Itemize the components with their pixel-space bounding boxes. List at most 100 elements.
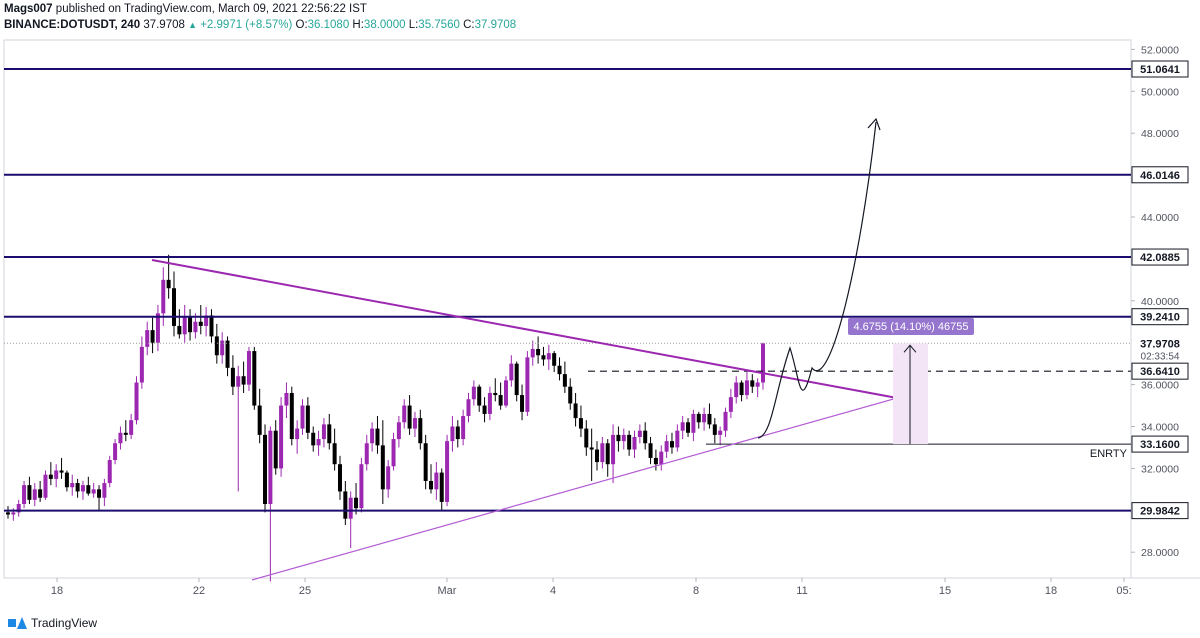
candle-body[interactable] (712, 424, 717, 435)
candle-body[interactable] (155, 313, 160, 343)
candle-body[interactable] (509, 363, 514, 381)
candle-body[interactable] (139, 346, 144, 383)
candle-body[interactable] (209, 315, 214, 337)
candle-body[interactable] (734, 382, 739, 398)
candle-body[interactable] (220, 340, 225, 356)
candle-body[interactable] (391, 439, 396, 467)
candle-body[interactable] (22, 485, 27, 505)
candle-body[interactable] (91, 489, 96, 494)
candle-body[interactable] (354, 497, 359, 509)
candle-body[interactable] (225, 340, 230, 368)
projected-path[interactable] (757, 121, 877, 439)
candle-body[interactable] (321, 424, 326, 440)
candle-body[interactable] (273, 430, 278, 469)
candle-body[interactable] (6, 512, 10, 515)
lower-trendline[interactable] (251, 397, 898, 581)
candle-body[interactable] (364, 443, 369, 465)
candle-body[interactable] (514, 363, 519, 396)
candle-body[interactable] (171, 288, 176, 326)
price-chart[interactable]: 51.0641 46.0146 42.0885 39.2410 36.6410 ENRTY… (0, 36, 1200, 612)
candle-body[interactable] (461, 416, 466, 440)
candle-body[interactable] (407, 405, 412, 429)
candle-body[interactable] (102, 483, 107, 498)
candle-body[interactable] (246, 351, 251, 385)
candle-body[interactable] (536, 348, 541, 356)
candle-body[interactable] (493, 392, 498, 396)
candle-body[interactable] (412, 418, 417, 429)
candle-body[interactable] (359, 464, 364, 509)
candle-body[interactable] (268, 430, 273, 505)
candle-body[interactable] (541, 355, 546, 360)
candle-body[interactable] (145, 330, 150, 347)
candle-body[interactable] (487, 392, 492, 414)
candle-body[interactable] (648, 443, 653, 458)
candle-body[interactable] (664, 441, 669, 452)
candle-body[interactable] (134, 382, 139, 421)
candle-body[interactable] (466, 399, 471, 417)
candle-body[interactable] (573, 403, 578, 419)
candle-body[interactable] (188, 317, 193, 333)
candle-body[interactable] (59, 470, 64, 473)
candle-body[interactable] (402, 405, 407, 423)
candle-body[interactable] (503, 380, 508, 406)
candle-body[interactable] (680, 422, 685, 431)
candle-body[interactable] (316, 439, 321, 446)
candle-body[interactable] (568, 386, 573, 404)
candle-body[interactable] (750, 380, 755, 387)
candle-body[interactable] (113, 443, 118, 461)
candle-body[interactable] (284, 392, 289, 406)
candle-body[interactable] (396, 422, 401, 440)
candle-body[interactable] (611, 434, 616, 465)
candle-body[interactable] (236, 376, 241, 387)
candle-body[interactable] (450, 426, 455, 442)
candle-body[interactable] (54, 470, 59, 479)
candle-body[interactable] (300, 405, 305, 429)
candle-body[interactable] (477, 386, 482, 406)
candle-body[interactable] (578, 418, 583, 429)
candle-body[interactable] (702, 413, 707, 423)
candle-body[interactable] (311, 432, 316, 446)
candle-body[interactable] (659, 451, 664, 465)
upper-trendline[interactable] (151, 259, 898, 399)
candle-body[interactable] (445, 441, 450, 502)
candle-body[interactable] (707, 413, 712, 425)
candle-body[interactable] (48, 474, 53, 479)
candle-body[interactable] (455, 426, 460, 440)
candle-body[interactable] (434, 472, 439, 490)
candle-body[interactable] (252, 351, 257, 406)
candle-body[interactable] (552, 353, 557, 366)
candle-body[interactable] (97, 489, 102, 498)
candle-body[interactable] (562, 374, 567, 387)
candle-body[interactable] (327, 424, 332, 444)
candle-body[interactable] (686, 422, 691, 433)
candle-body[interactable] (150, 330, 155, 343)
candle-body[interactable] (755, 382, 760, 387)
candle-body[interactable] (129, 420, 134, 435)
candle-body[interactable] (723, 411, 728, 431)
candle-body[interactable] (295, 428, 300, 440)
candle-body[interactable] (337, 464, 342, 492)
candle-body[interactable] (161, 279, 166, 314)
candle-body[interactable] (525, 357, 530, 412)
candle-body[interactable] (107, 460, 112, 484)
candle-body[interactable] (305, 405, 310, 433)
candle-body[interactable] (584, 428, 589, 448)
candle-body[interactable] (595, 449, 600, 463)
candle-body[interactable] (744, 380, 749, 396)
candle-body[interactable] (761, 343, 765, 383)
candle-body[interactable] (32, 489, 37, 500)
candle-body[interactable] (11, 512, 16, 515)
publisher-name[interactable]: Mags007 (4, 3, 53, 15)
candle-body[interactable] (38, 489, 43, 498)
candle-body[interactable] (263, 434, 268, 505)
candle-body[interactable] (739, 382, 744, 396)
candle-body[interactable] (520, 395, 525, 412)
symbol-label[interactable]: BINANCE:DOTUSDT, 240 (4, 19, 141, 31)
candle-body[interactable] (418, 418, 423, 444)
candle-body[interactable] (605, 443, 610, 465)
candle-body[interactable] (429, 480, 434, 490)
candle-body[interactable] (632, 436, 637, 450)
candle-body[interactable] (70, 483, 75, 488)
candle-body[interactable] (423, 443, 428, 481)
candle-body[interactable] (230, 367, 235, 387)
